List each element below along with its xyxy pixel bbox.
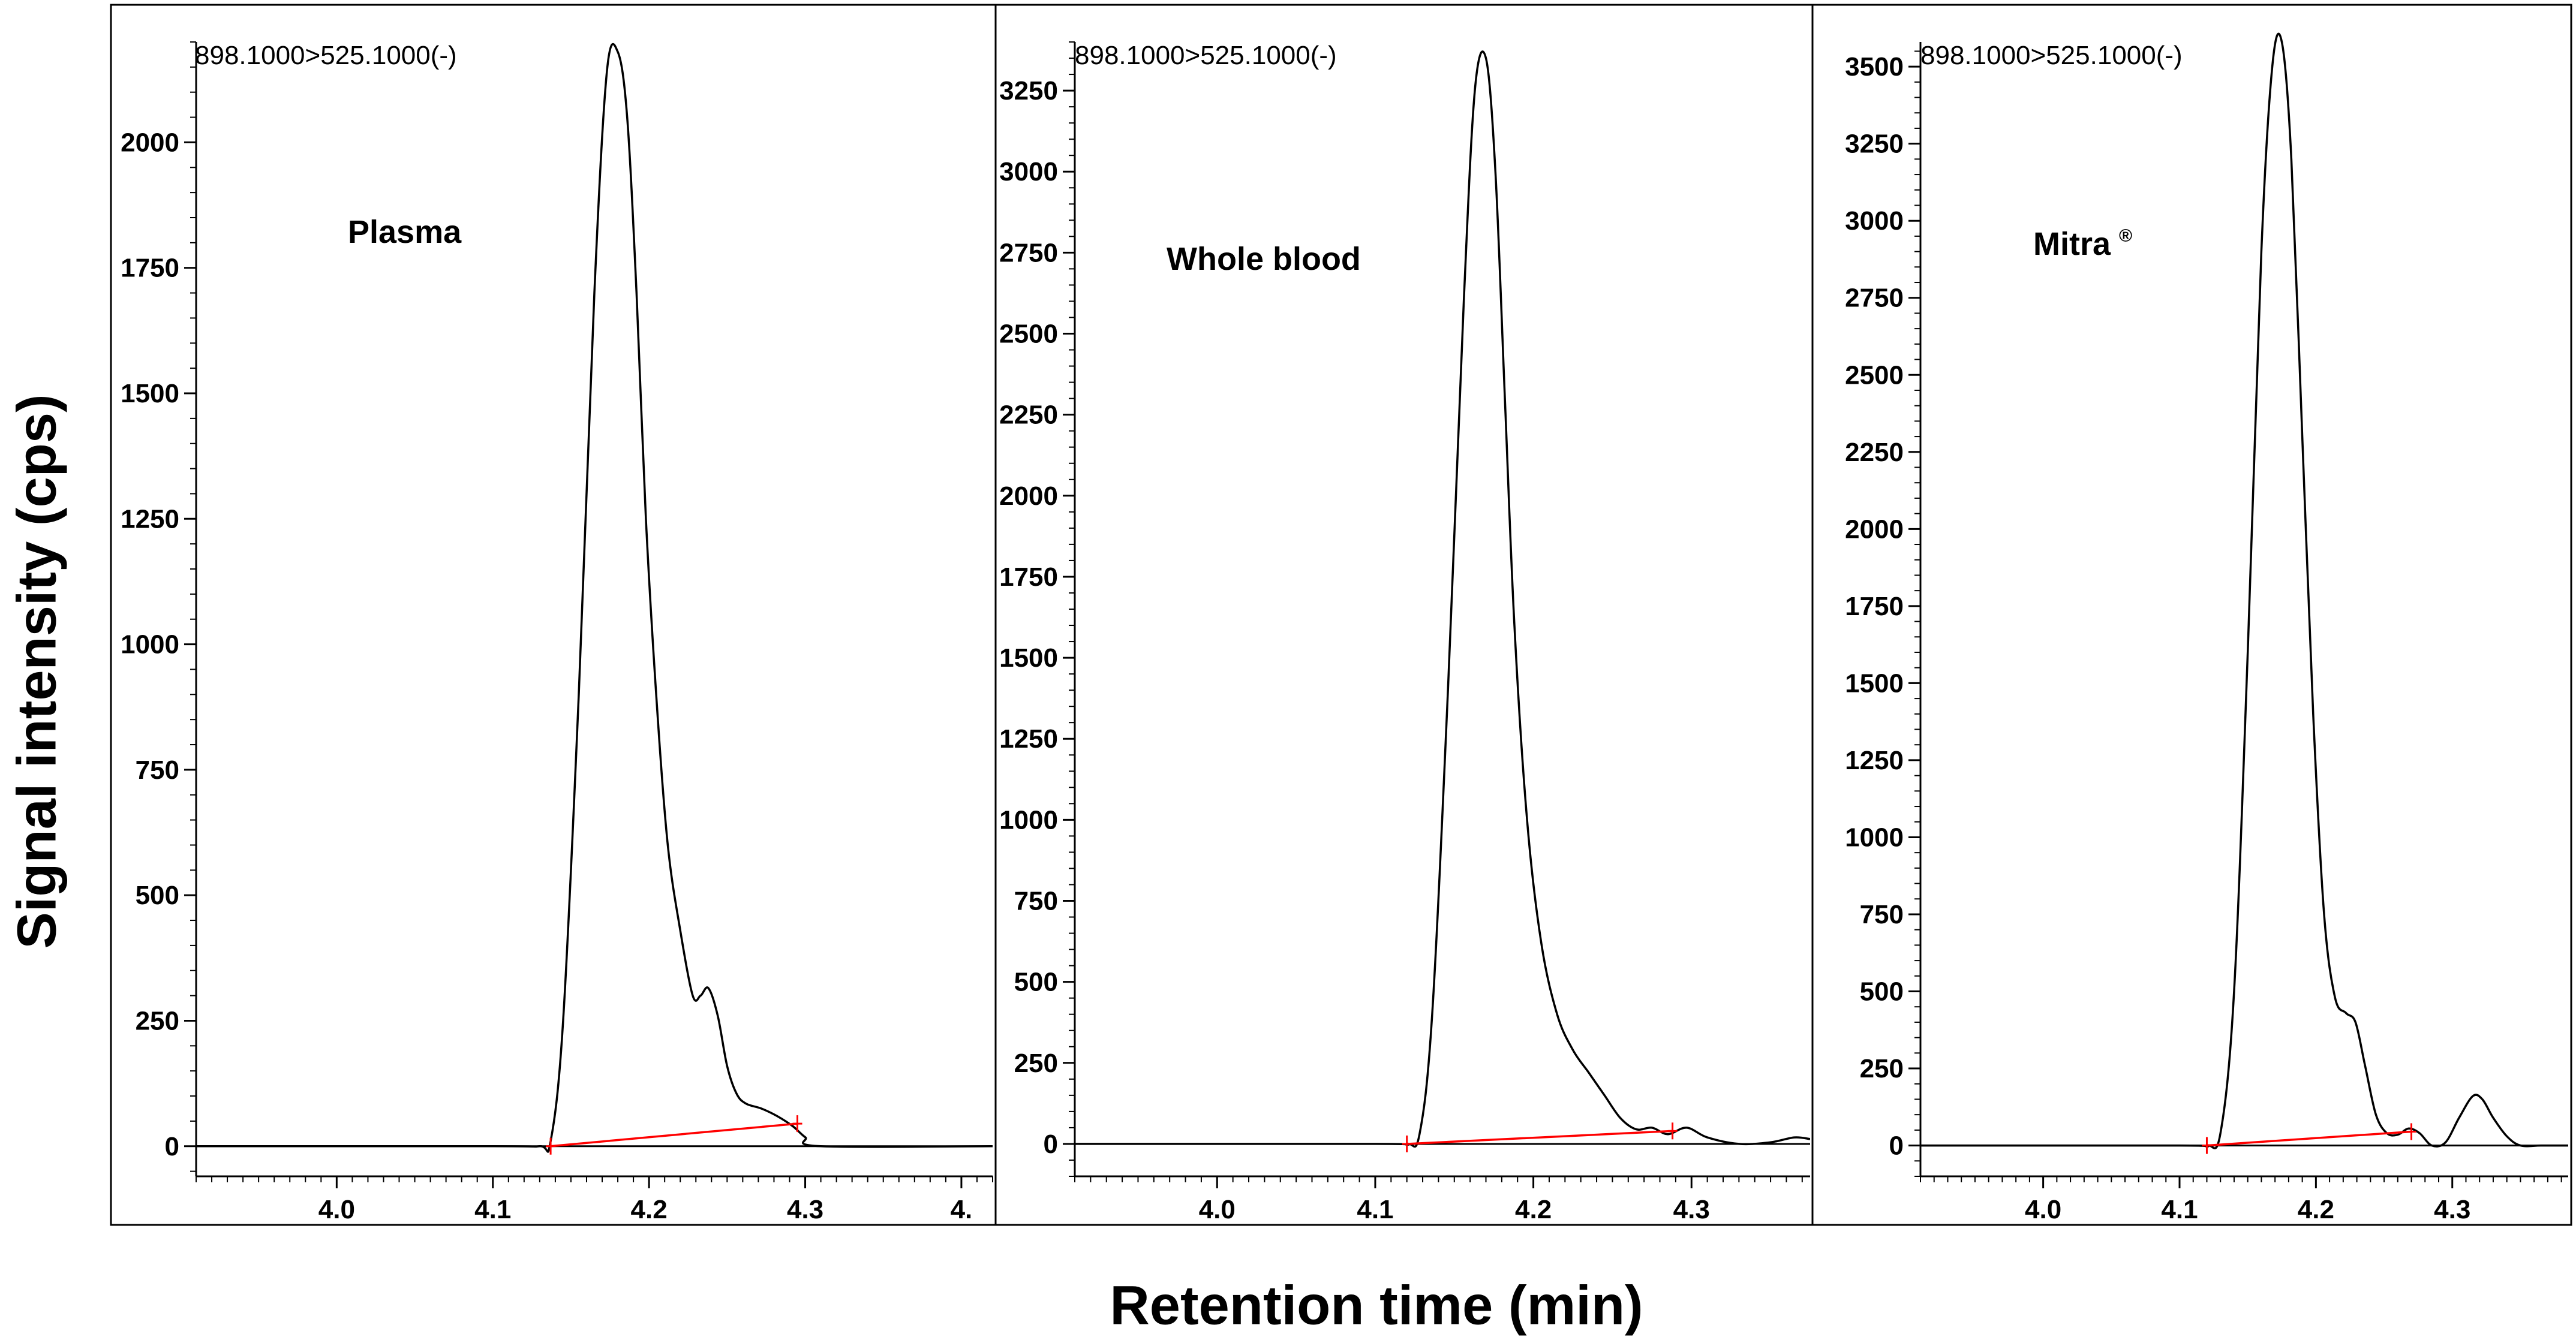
y-tick-label: 3000 bbox=[999, 157, 1058, 186]
y-tick-label: 2250 bbox=[999, 401, 1058, 430]
panel-whole-blood: 0 250 500 750 1000 1250 1500 1750 2000 2250 2500 27… bbox=[994, 4, 1814, 1226]
x-tick-label: 4.2 bbox=[2298, 1195, 2334, 1224]
y-tick-label: 1250 bbox=[1845, 746, 1904, 775]
sample-label: Whole blood bbox=[1167, 241, 1361, 277]
panel-frame bbox=[110, 4, 997, 1226]
y-tick-label: 750 bbox=[136, 755, 179, 785]
panel-plasma: 0 250 500 750 1000 1250 1500 1750 2000 4.0 4.1 4.2 4… bbox=[110, 4, 997, 1226]
y-tick-label: 750 bbox=[1014, 887, 1058, 916]
signal-trace bbox=[1920, 32, 2568, 1149]
y-tick-label: 500 bbox=[1860, 977, 1904, 1007]
sample-label: Mitra ® bbox=[2033, 226, 2132, 262]
y-tick-label: 3250 bbox=[1845, 130, 1904, 159]
y-tick-label: 0 bbox=[1044, 1130, 1058, 1159]
x-tick-label: 4.2 bbox=[1515, 1195, 1552, 1224]
y-tick-label: 1500 bbox=[121, 379, 179, 408]
y-tick-label: 750 bbox=[1860, 900, 1904, 929]
y-tick-label: 2000 bbox=[1845, 514, 1904, 544]
x-tick-label: 4.0 bbox=[1199, 1195, 1236, 1224]
y-tick-label: 3000 bbox=[1845, 206, 1904, 236]
y-tick-label: 1250 bbox=[999, 724, 1058, 754]
y-tick-label: 1750 bbox=[121, 254, 179, 283]
x-tick-label: 4.3 bbox=[787, 1195, 823, 1224]
y-tick-label: 1000 bbox=[1845, 823, 1904, 852]
x-tick-label: 4.1 bbox=[474, 1195, 511, 1224]
panel-frame bbox=[1811, 4, 2572, 1226]
y-tick-label: 2500 bbox=[1845, 360, 1904, 390]
trace-label: 898.1000>525.1000(-) bbox=[1920, 41, 2183, 70]
baseline-line bbox=[1406, 1130, 1673, 1145]
panel-frame bbox=[994, 4, 1814, 1226]
x-tick-label: 4.0 bbox=[318, 1195, 355, 1224]
y-tick-label: 2750 bbox=[999, 238, 1058, 267]
baseline-line bbox=[550, 1122, 798, 1148]
y-tick-label: 2750 bbox=[1845, 284, 1904, 313]
y-tick-label: 2250 bbox=[1845, 438, 1904, 467]
y-tick-label: 1750 bbox=[1845, 592, 1904, 621]
x-axis-label: Retention time (min) bbox=[1110, 1275, 1643, 1336]
y-tick-label: 3500 bbox=[1845, 52, 1904, 82]
signal-trace bbox=[196, 43, 993, 1153]
trace-label: 898.1000>525.1000(-) bbox=[195, 41, 457, 70]
y-tick-label: 1250 bbox=[121, 504, 179, 534]
y-tick-label: 1500 bbox=[1845, 669, 1904, 698]
baseline-line bbox=[2207, 1130, 2412, 1147]
panel-mitra: 0 250 500 750 1000 1250 1500 1750 2000 2250 2500 27… bbox=[1811, 4, 2572, 1226]
x-tick-label: 4.1 bbox=[1357, 1195, 1393, 1224]
y-tick-label: 2500 bbox=[999, 320, 1058, 349]
y-tick-label: 1000 bbox=[999, 805, 1058, 835]
y-tick-label: 250 bbox=[1014, 1049, 1058, 1078]
x-tick-label: 4.0 bbox=[2025, 1195, 2061, 1224]
sample-label: Plasma bbox=[348, 214, 462, 250]
y-axis-label: Signal intensity (cps) bbox=[6, 394, 68, 949]
y-tick-label: 1500 bbox=[999, 643, 1058, 673]
x-tick-label: 4.3 bbox=[1673, 1195, 1710, 1224]
y-tick-label: 500 bbox=[1014, 968, 1058, 997]
y-tick-label: 1000 bbox=[121, 630, 179, 660]
x-tick-label: 4.3 bbox=[2434, 1195, 2470, 1224]
x-tick-label: 4.1 bbox=[2161, 1195, 2198, 1224]
y-tick-label: 0 bbox=[165, 1132, 179, 1161]
y-tick-label: 1750 bbox=[999, 562, 1058, 592]
trace-label: 898.1000>525.1000(-) bbox=[1075, 41, 1337, 70]
y-tick-label: 2000 bbox=[999, 481, 1058, 511]
signal-trace bbox=[1075, 50, 1810, 1148]
y-tick-label: 0 bbox=[1889, 1131, 1904, 1161]
x-tick-label: 4.2 bbox=[631, 1195, 668, 1224]
y-tick-label: 500 bbox=[136, 881, 179, 910]
registered-mark: ® bbox=[2119, 226, 2132, 246]
y-tick-label: 250 bbox=[1860, 1054, 1904, 1083]
y-tick-label: 3250 bbox=[999, 76, 1058, 106]
y-tick-label: 250 bbox=[136, 1006, 179, 1035]
x-tick-label: 4. bbox=[951, 1195, 973, 1224]
y-tick-label: 2000 bbox=[121, 128, 179, 157]
